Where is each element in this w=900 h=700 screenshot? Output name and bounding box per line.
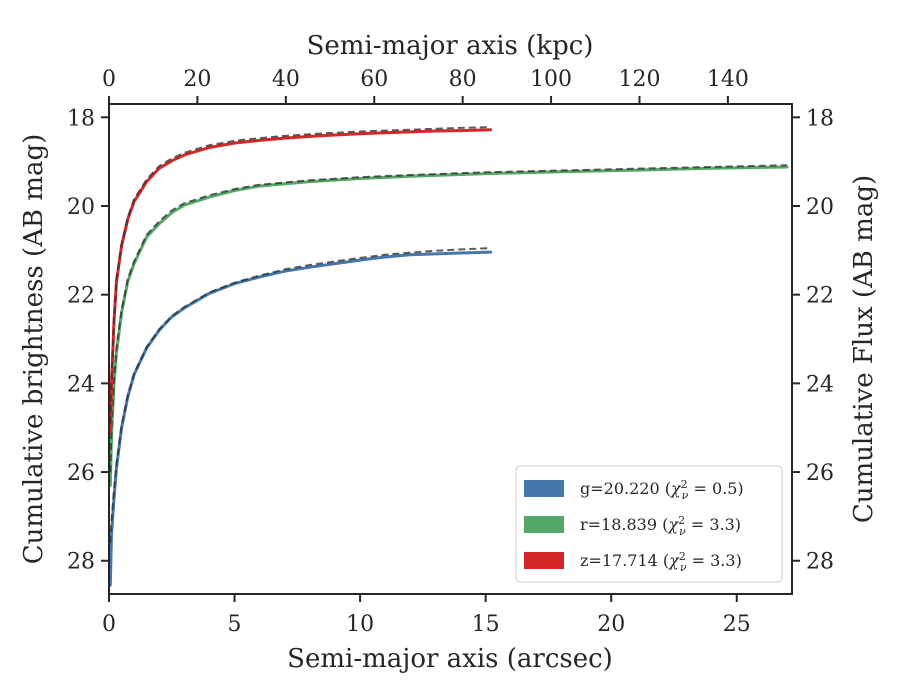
x-tick-label: 15 — [472, 612, 500, 637]
y2-tick-label: 26 — [806, 461, 834, 486]
y2-tick-label: 20 — [806, 195, 834, 220]
legend: g=20.220 (χ2 ν = 0.5) r=18.839 (χ2 ν = 3.3)… — [515, 465, 783, 583]
legend-label-0: g=20.220 (χ2 ν = 0.5) — [580, 478, 744, 502]
y2-tick-label: 24 — [806, 372, 834, 397]
x-tick-label: 20 — [597, 612, 625, 637]
plot-frame — [108, 103, 793, 595]
model-line-1 — [109, 164, 788, 473]
y-axis-title: Cumulative brightness (AB mag) — [19, 134, 49, 565]
x-tick-label: 0 — [102, 612, 116, 637]
legend-items: g=20.220 (χ2 ν = 0.5) r=18.839 (χ2 ν = 3.3)… — [524, 478, 744, 574]
x2-tick-label: 20 — [183, 67, 211, 92]
legend-swatch-0 — [524, 480, 564, 497]
x2-tick-label: 100 — [530, 67, 572, 92]
y2-tick-label: 18 — [806, 106, 834, 131]
x2-tick-label: 0 — [102, 67, 116, 92]
x2-tick-label: 80 — [449, 67, 477, 92]
legend-box — [515, 465, 783, 583]
y-tick-label: 24 — [67, 372, 95, 397]
x2-tick-label: 40 — [272, 67, 300, 92]
x-tick-label: 25 — [723, 612, 751, 637]
x-tick-label: 10 — [346, 612, 374, 637]
x-axis-title: Semi-major axis (arcsec) — [287, 644, 613, 674]
x2-tick-label: 120 — [618, 67, 660, 92]
series-layer — [108, 126, 789, 587]
y2-axis-title: Cumulative Flux (AB mag) — [849, 175, 879, 523]
model-line-0 — [109, 247, 491, 544]
y-tick-label: 28 — [67, 550, 95, 575]
legend-swatch-2 — [524, 552, 564, 569]
legend-label-1: r=18.839 (χ2 ν = 3.3) — [580, 514, 741, 538]
y-tick-label: 22 — [67, 284, 95, 309]
x-tick-label: 5 — [228, 612, 242, 637]
y-tick-label: 20 — [67, 195, 95, 220]
legend-swatch-1 — [524, 516, 564, 533]
y-tick-label: 26 — [67, 461, 95, 486]
x2-tick-label: 60 — [360, 67, 388, 92]
y2-tick-label: 28 — [806, 550, 834, 575]
y-tick-label: 18 — [67, 106, 95, 131]
model-line-2 — [109, 126, 491, 424]
legend-label-2: z=17.714 (χ2 ν = 3.3) — [580, 550, 742, 574]
ticks-layer: 0 5 10 15 20 25 0 20 40 60 80 100 120 140 18 18 20 20 22 22… — [67, 67, 834, 637]
x2-tick-label: 140 — [707, 67, 749, 92]
series-line-1 — [108, 165, 789, 487]
y2-tick-label: 22 — [806, 284, 834, 309]
x2-axis-title: Semi-major axis (kpc) — [307, 31, 594, 61]
